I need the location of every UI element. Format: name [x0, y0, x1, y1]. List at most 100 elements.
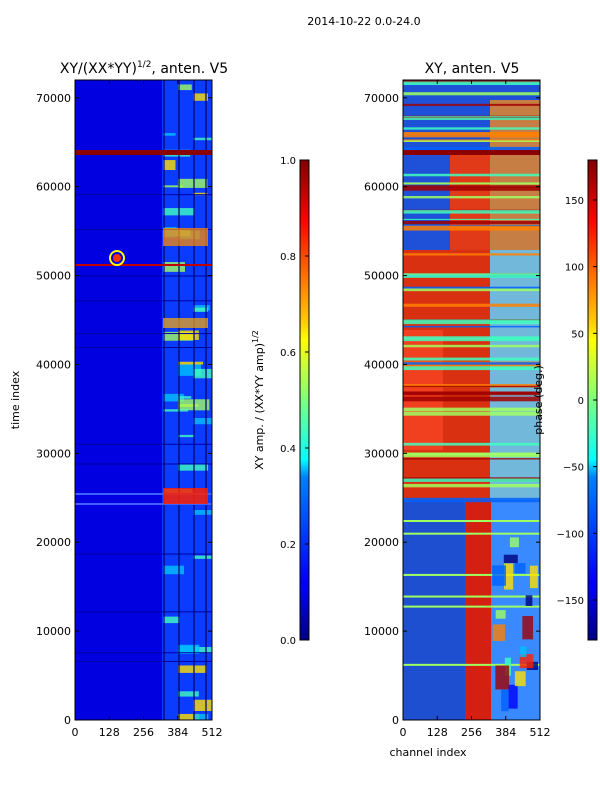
heatmap-cell: [193, 307, 208, 312]
heatmap-row: [75, 553, 212, 555]
heatmap-cell: [178, 84, 192, 91]
phase-colorbar-label: phase (deg.): [532, 365, 545, 435]
x-tick-label: 384: [495, 726, 516, 739]
heatmap-cell: [178, 364, 202, 376]
heatmap-cell: [163, 262, 185, 272]
heatmap-row: [75, 660, 212, 662]
amplitude-colorbar-gradient: [299, 159, 310, 641]
heatmap-cell: [525, 595, 533, 606]
x-tick-label: 256: [133, 726, 154, 739]
heatmap-cell: [193, 699, 212, 712]
heatmap-cell: [163, 409, 189, 412]
heatmap-cell: [495, 665, 510, 690]
y-tick-label: 40000: [36, 358, 71, 371]
heatmap-row: [403, 532, 540, 535]
heatmap-cell: [514, 671, 526, 687]
heatmap-cell: [193, 93, 208, 101]
heatmap-row: [403, 392, 540, 396]
phase-heatmap: [403, 80, 540, 720]
heatmap-cell: [503, 554, 518, 563]
colorbar-tick-label: 0.2: [280, 540, 296, 551]
y-tick-label: 70000: [36, 92, 71, 105]
heatmap-cell: [178, 434, 195, 438]
heatmap-row: [403, 325, 540, 328]
colorbar-tick-label: 0.0: [280, 636, 296, 647]
heatmap-row: [403, 453, 540, 456]
heatmap-row: [403, 273, 540, 278]
phase-x-label: channel index: [389, 746, 467, 759]
heatmap-cell: [178, 644, 200, 654]
heatmap-cell: [501, 689, 509, 712]
heatmap-row: [403, 366, 540, 371]
heatmap-row: [403, 357, 540, 361]
heatmap-cell: [193, 647, 212, 654]
heatmap-row: [403, 595, 540, 598]
heatmap-column: [193, 80, 195, 720]
heatmap-row: [403, 185, 540, 188]
heatmap-cell: [520, 646, 527, 658]
heatmap-cell: [163, 160, 176, 170]
heatmap-row: [403, 362, 540, 365]
figure-title: 2014-10-22 0.0-24.0: [307, 15, 420, 28]
colorbar-tick-label: 0.8: [280, 252, 296, 263]
heatmap-cell: [508, 684, 518, 709]
y-tick-label: 0: [64, 714, 71, 727]
amplitude-panel-title: XY/(XX*YY)1/2, anten. V5: [60, 60, 228, 77]
heatmap-row: [75, 611, 212, 613]
heatmap-cell: [163, 616, 180, 624]
heatmap-row: [403, 286, 540, 289]
heatmap-cell: [178, 713, 200, 720]
heatmap-cell: [193, 418, 212, 425]
colorbar-tick-label: 100: [565, 263, 584, 274]
heatmap-row: [403, 303, 540, 307]
heatmap-column: [178, 80, 180, 720]
y-tick-label: 20000: [36, 536, 71, 549]
heatmap-row: [403, 225, 540, 231]
heatmap-row: [75, 463, 212, 465]
heatmap-row: [75, 443, 212, 445]
colorbar-tick-label: 1.0: [280, 156, 296, 167]
colorbar-tick-label: −100: [557, 529, 584, 540]
heatmap-row: [403, 218, 540, 220]
heatmap-row: [403, 220, 540, 225]
colorbar-tick-label: 0: [578, 396, 584, 407]
heatmap-row: [403, 92, 540, 96]
heatmap-row: [403, 288, 540, 292]
heatmap-row: [403, 336, 540, 339]
heatmap-cell: [522, 615, 534, 640]
colorbar-tick-label: 0.4: [280, 444, 296, 455]
phase-panel-title: XY, anten. V5: [425, 61, 520, 77]
heatmap-cell: [492, 624, 505, 641]
x-tick-label: 128: [99, 726, 120, 739]
heatmap-cell: [178, 396, 192, 399]
amplitude-heatmap: [75, 80, 212, 720]
heatmap-row: [75, 275, 212, 277]
heatmap-cell: [163, 393, 184, 402]
heatmap-row: [403, 483, 540, 488]
heatmap-cell: [193, 555, 212, 559]
y-tick-label: 60000: [36, 181, 71, 194]
heatmap-row: [403, 195, 540, 199]
x-tick-label: 384: [167, 726, 188, 739]
heatmap-row: [403, 497, 540, 503]
heatmap-row: [403, 385, 540, 388]
phase-y-axis: 0 10000 20000 30000 40000 50000 60000 70000: [364, 92, 540, 727]
heatmap-row: [403, 458, 540, 460]
y-tick-label: 10000: [36, 625, 71, 638]
heatmap-row: [403, 663, 540, 666]
heatmap-row: [403, 520, 540, 523]
heatmap-row: [403, 210, 540, 214]
y-tick-label: 60000: [364, 181, 399, 194]
heatmap-row: [75, 194, 212, 196]
heatmap-row: [75, 652, 212, 654]
heatmap-cell: [193, 368, 212, 379]
amplitude-colorbar-label: XY amp. / (XX*YY amp)1/2: [251, 330, 266, 470]
heatmap-row: [403, 173, 540, 177]
y-tick-label: 30000: [364, 447, 399, 460]
heatmap-cell: [514, 563, 526, 574]
heatmap-row: [403, 132, 540, 135]
heatmap-row: [403, 396, 540, 402]
x-tick-label: 512: [530, 726, 551, 739]
heatmap-cell: [504, 563, 514, 590]
